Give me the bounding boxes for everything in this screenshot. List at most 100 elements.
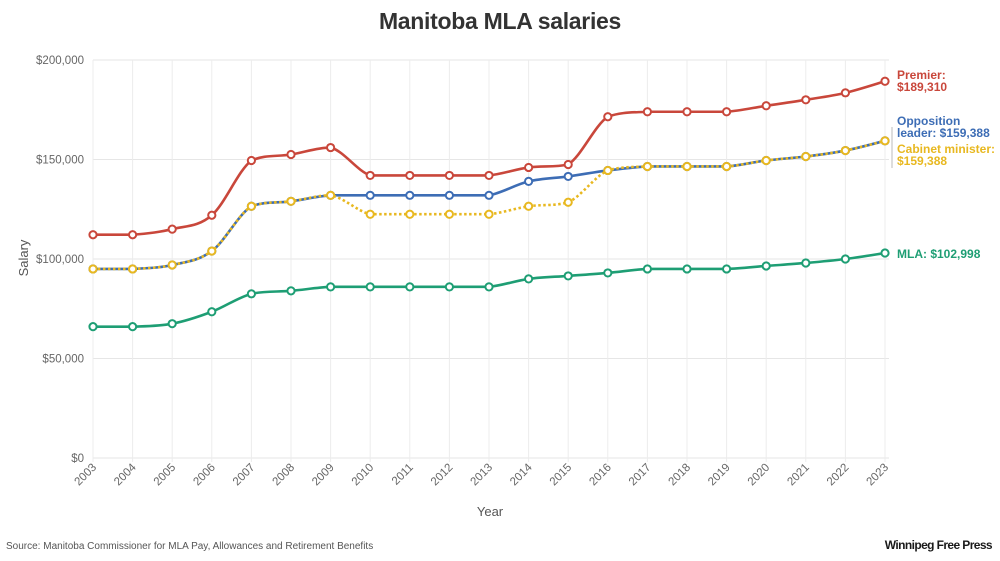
end-labels: Premier: $189,310 Opposition leader: $159,3… [897,68,995,261]
point-premier[interactable] [405,170,415,181]
point-mla[interactable] [207,307,217,317]
x-axis-ticks: 2003 2004 2005 2006 2007 2008 2009 2010 2011 2012… [73,461,892,488]
end-label-line: leader: $159,388 [897,126,990,140]
x-tick-label: 2017 [627,462,654,489]
x-tick-label: 2008 [271,462,298,489]
point-mla[interactable] [642,264,653,274]
y-tick-label: $50,000 [42,354,84,366]
point-mla[interactable] [761,261,771,271]
x-tick-label: 2023 [865,462,892,489]
point-cabinet-minister[interactable] [286,196,296,206]
point-premier[interactable] [761,101,771,111]
brand-logo: Winnipeg Free Press [884,538,993,552]
point-premier[interactable] [603,112,613,122]
point-cabinet-minister[interactable] [484,209,494,219]
end-label-line: $189,310 [897,80,947,94]
point-premier[interactable] [722,107,732,117]
point-mla[interactable] [840,254,851,264]
point-premier[interactable] [167,224,177,234]
point-opposition-leader[interactable] [524,176,534,186]
point-premier[interactable] [840,88,851,98]
end-label-line: MLA: $102,998 [897,247,981,261]
point-cabinet-minister[interactable] [444,209,454,219]
point-cabinet-minister[interactable] [761,155,771,166]
point-mla[interactable] [563,271,573,281]
y-tick-label: $150,000 [36,155,84,167]
x-tick-label: 2009 [310,462,337,489]
point-cabinet-minister[interactable] [88,264,98,274]
point-premier[interactable] [207,210,217,220]
point-cabinet-minister[interactable] [167,260,177,270]
end-label-premier: Premier: $189,310 [897,68,947,94]
point-premier[interactable] [128,230,138,240]
y-tick-label: $100,000 [36,254,84,266]
point-mla[interactable] [88,322,98,332]
point-mla[interactable] [682,264,692,274]
point-premier[interactable] [801,95,811,105]
point-cabinet-minister[interactable] [840,145,851,156]
point-cabinet-minister[interactable] [524,201,534,211]
chart-title: Manitoba MLA salaries [378,8,622,34]
point-opposition-leader[interactable] [484,190,494,200]
point-cabinet-minister[interactable] [642,161,653,172]
point-cabinet-minister[interactable] [246,201,256,211]
y-tick-label: $0 [71,453,84,465]
point-mla[interactable] [484,282,494,292]
point-premier[interactable] [88,230,98,240]
series-premier [88,76,890,240]
point-premier[interactable] [563,159,573,170]
point-premier[interactable] [484,170,494,181]
point-cabinet-minister[interactable] [880,136,890,146]
point-premier[interactable] [365,170,375,181]
point-cabinet-minister[interactable] [603,165,613,176]
point-mla[interactable] [365,282,375,292]
grid [92,59,889,462]
x-tick-label: 2020 [746,462,773,489]
point-premier[interactable] [524,162,534,173]
point-premier[interactable] [286,149,296,160]
source-note: Source: Manitoba Commissioner for MLA Pa… [6,541,374,552]
x-tick-label: 2010 [350,462,377,489]
point-mla[interactable] [326,282,336,292]
end-label-cabinet-minister: Cabinet minister: $159,388 [897,142,995,168]
point-mla[interactable] [603,268,613,278]
point-cabinet-minister[interactable] [722,161,732,172]
point-cabinet-minister[interactable] [128,264,138,274]
point-cabinet-minister[interactable] [682,161,692,172]
point-opposition-leader[interactable] [365,190,375,200]
point-mla[interactable] [167,319,177,329]
point-cabinet-minister[interactable] [326,190,336,200]
point-premier[interactable] [682,107,692,117]
end-label-mla: MLA: $102,998 [897,247,981,261]
point-opposition-leader[interactable] [563,171,573,182]
point-mla[interactable] [444,282,454,292]
point-premier[interactable] [880,76,890,86]
point-opposition-leader[interactable] [405,190,415,200]
point-mla[interactable] [722,264,732,274]
point-cabinet-minister[interactable] [801,151,811,162]
x-tick-label: 2016 [587,462,614,489]
point-cabinet-minister[interactable] [207,246,217,256]
point-premier[interactable] [326,142,336,153]
x-axis-label: Year [477,504,504,519]
point-mla[interactable] [524,274,534,284]
y-axis-label: Salary [16,239,31,276]
point-opposition-leader[interactable] [444,190,454,200]
point-premier[interactable] [642,107,653,117]
point-mla[interactable] [286,286,296,296]
series-group [88,76,890,332]
point-premier[interactable] [246,155,256,166]
point-cabinet-minister[interactable] [405,209,415,219]
y-axis-ticks: $0 $50,000 $100,000 $150,000 $200,000 [36,55,84,465]
point-cabinet-minister[interactable] [563,197,573,207]
point-mla[interactable] [128,322,138,332]
x-tick-label: 2012 [429,462,456,489]
point-mla[interactable] [801,258,811,268]
point-mla[interactable] [405,282,415,292]
series-mla [88,248,890,332]
point-mla[interactable] [880,248,890,258]
point-mla[interactable] [246,289,256,299]
point-cabinet-minister[interactable] [365,209,375,219]
point-premier[interactable] [444,170,454,181]
end-label-line: $159,388 [897,154,947,168]
